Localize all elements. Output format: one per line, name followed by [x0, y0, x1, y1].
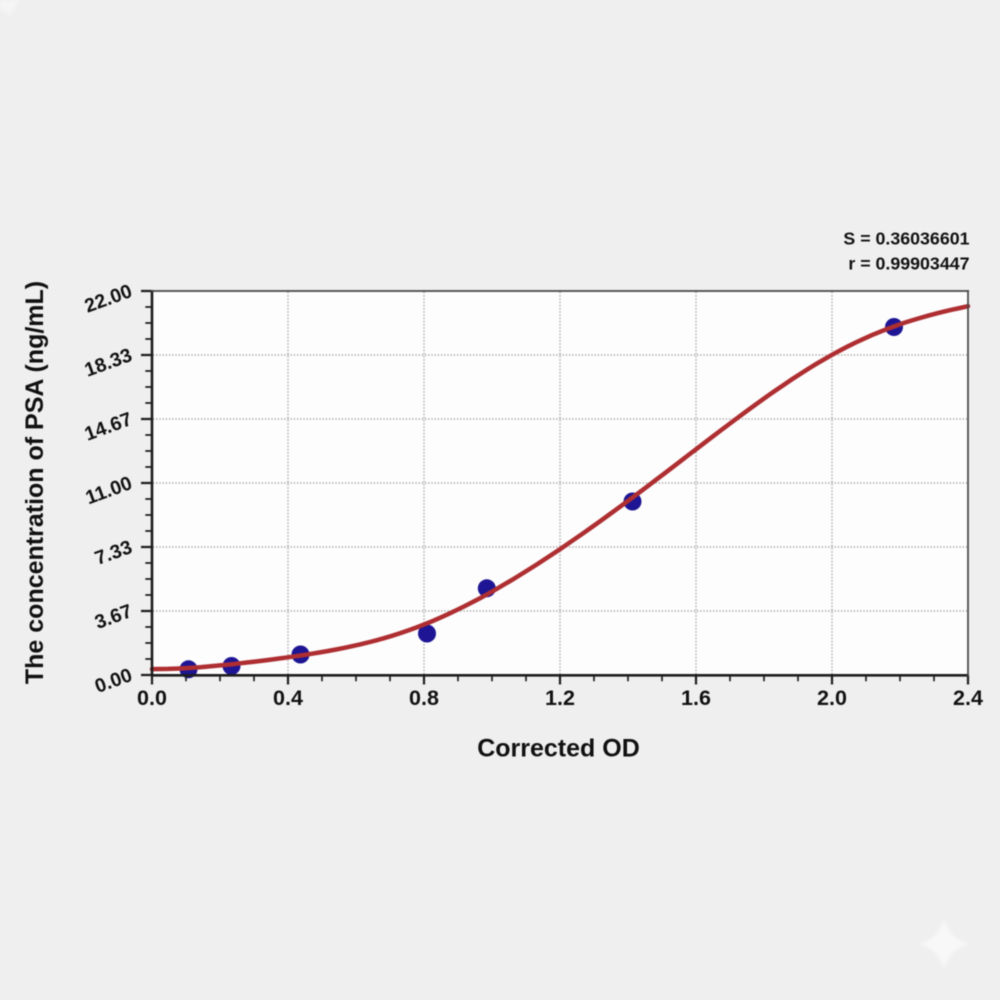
svg-text:Corrected OD: Corrected OD — [477, 735, 640, 763]
svg-text:r = 0.99903447: r = 0.99903447 — [848, 254, 969, 274]
svg-text:1.6: 1.6 — [681, 686, 711, 710]
svg-text:0.0: 0.0 — [137, 686, 167, 710]
svg-text:The concentration of PSA (ng/m: The concentration of PSA (ng/mL) — [21, 281, 49, 684]
svg-text:2.0: 2.0 — [817, 686, 847, 710]
svg-text:1.2: 1.2 — [545, 686, 575, 710]
svg-text:2.4: 2.4 — [953, 686, 983, 710]
svg-text:0.8: 0.8 — [409, 686, 439, 710]
svg-text:S = 0.36036601: S = 0.36036601 — [843, 229, 969, 249]
svg-text:0.4: 0.4 — [273, 686, 303, 710]
